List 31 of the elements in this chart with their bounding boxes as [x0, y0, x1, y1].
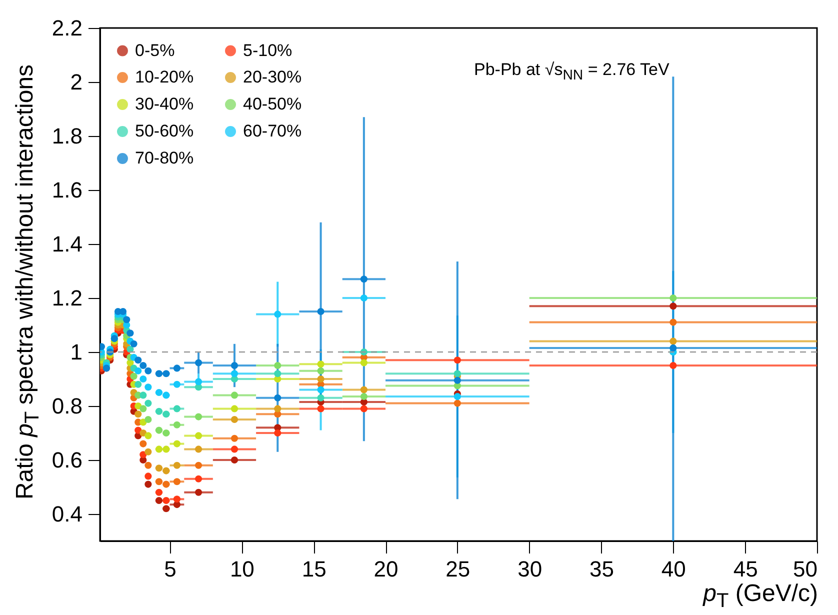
y-tick-label: 1.4 [52, 232, 82, 256]
legend-label: 50-60% [135, 122, 194, 140]
y-tick-label: 1.6 [52, 178, 82, 202]
legend-label: 60-70% [243, 122, 302, 140]
x-axis-title: p$_{T}$ (GeV/c) [703, 580, 818, 613]
x-tick-label: 10 [230, 556, 254, 582]
y-tick-label: 1.8 [52, 124, 82, 148]
y-tick-label: 1 [70, 340, 82, 364]
legend-label: 0-5% [135, 40, 175, 60]
x-tick-label: 45 [733, 556, 758, 582]
y-tick-label: 0.6 [52, 448, 82, 472]
x-tick-label: 15 [302, 556, 326, 582]
y-tick-label: 0.4 [52, 502, 82, 526]
legend-label: 5-10% [243, 40, 292, 60]
x-tick-label: 20 [374, 556, 398, 582]
y-tick-label: 1.2 [52, 286, 82, 310]
legend-label: 40-50% [243, 94, 302, 114]
y-tick-label: 0.8 [52, 394, 82, 418]
legend-label: 30-40% [135, 94, 194, 114]
x-tick-label: 30 [518, 556, 542, 582]
x-tick-label: 40 [661, 556, 686, 582]
y-tick-label: 2 [70, 70, 82, 94]
x-tick-label: 50 [793, 556, 818, 582]
legend-label: 10-20% [135, 68, 194, 86]
y-tick-label: 2.2 [52, 16, 82, 40]
x-tick-label: 25 [446, 556, 470, 582]
legend-label: 70-80% [135, 148, 194, 168]
x-tick-label: 5 [164, 556, 176, 582]
x-tick-label: 35 [590, 556, 614, 582]
legend-label: 20-30% [243, 68, 302, 86]
annotation: Pb-Pb at √s$_{NN}$ = 2.76 TeV [474, 60, 670, 84]
